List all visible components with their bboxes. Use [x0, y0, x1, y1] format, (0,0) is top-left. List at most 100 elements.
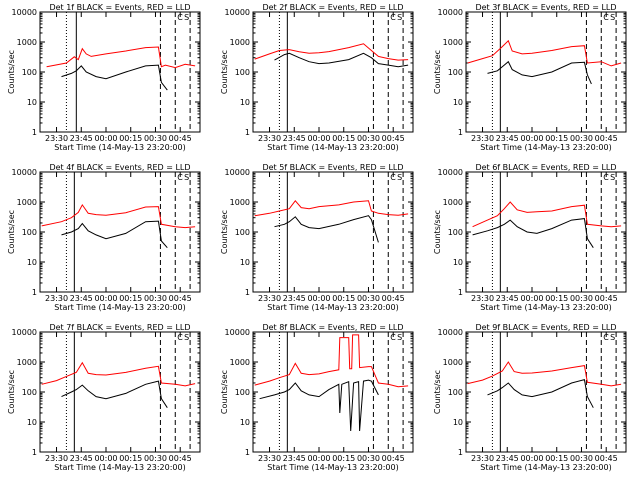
- plot-frame: [465, 11, 627, 133]
- series-line: [467, 39, 622, 67]
- x-tick-label: 23:45: [283, 454, 306, 463]
- y-tick-label: 1000: [17, 198, 37, 207]
- y-axis-label: Counts/sec: [220, 210, 229, 254]
- x-tick-label: 23:45: [70, 454, 93, 463]
- y-tick-label: 100: [22, 68, 37, 77]
- plot-frame: [39, 331, 201, 453]
- x-tick-label: 00:15: [332, 294, 355, 303]
- x-tick-label: 00:45: [595, 294, 618, 303]
- x-tick-label: 00:15: [119, 294, 142, 303]
- y-tick-label: 100: [22, 228, 37, 237]
- plot-title: Det 6f BLACK = Events, RED = LLD: [475, 163, 616, 172]
- x-axis-label: Start Time (14-May-13 23:20:00): [480, 143, 611, 152]
- x-tick-label: 00:15: [119, 134, 142, 143]
- y-tick-label: 10000: [438, 168, 463, 177]
- detector-panel: Det 5f BLACK = Events, RED = LLD 1 10 100 10…: [220, 163, 414, 312]
- detector-panel: Det 7f BLACK = Events, RED = LLD 1 10 100 10…: [7, 323, 201, 472]
- x-tick-label: 00:00: [307, 294, 330, 303]
- x-axis-label: Start Time (14-May-13 23:20:00): [267, 143, 398, 152]
- y-tick-label: 10: [27, 98, 37, 107]
- y-tick-label: 1000: [230, 38, 250, 47]
- x-tick-label: 00:45: [382, 134, 405, 143]
- x-axis-label: Start Time (14-May-13 23:20:00): [267, 463, 398, 472]
- y-tick-label: 10000: [438, 8, 463, 17]
- y-tick-label: 100: [448, 68, 463, 77]
- y-tick-label: 10: [27, 258, 37, 267]
- y-tick-label: 1000: [17, 358, 37, 367]
- y-tick-label: 10000: [225, 8, 250, 17]
- series-line: [467, 361, 622, 387]
- x-axis-label: Start Time (14-May-13 23:20:00): [480, 463, 611, 472]
- y-axis-label: Counts/sec: [433, 50, 442, 94]
- y-tick-label: 1: [458, 448, 463, 457]
- x-tick-label: 23:30: [258, 454, 281, 463]
- y-tick-label: 10000: [12, 168, 37, 177]
- y-tick-label: 1: [32, 288, 37, 297]
- x-tick-label: 23:45: [496, 294, 519, 303]
- x-tick-label: 23:45: [283, 294, 306, 303]
- x-tick-label: 00:00: [520, 454, 543, 463]
- series-line: [274, 52, 409, 68]
- y-tick-label: 100: [22, 388, 37, 397]
- plot-frame: [465, 171, 627, 293]
- marker-label: S: [610, 13, 615, 22]
- y-axis-label: Counts/sec: [433, 370, 442, 414]
- y-axis-label: Counts/sec: [7, 50, 16, 94]
- series-line: [259, 379, 379, 432]
- x-tick-label: 23:30: [45, 134, 68, 143]
- marker-label: S: [184, 13, 189, 22]
- series-line: [46, 46, 196, 69]
- marker-label: S: [184, 333, 189, 342]
- y-tick-label: 1000: [443, 358, 463, 367]
- x-tick-label: 00:15: [332, 454, 355, 463]
- x-tick-label: 23:30: [471, 134, 494, 143]
- plot-frame: [39, 11, 201, 133]
- y-tick-label: 1: [245, 448, 250, 457]
- y-axis-label: Counts/sec: [7, 370, 16, 414]
- x-tick-label: 23:45: [496, 454, 519, 463]
- x-axis-label: Start Time (14-May-13 23:20:00): [54, 143, 185, 152]
- plot-title: Det 7f BLACK = Events, RED = LLD: [49, 323, 190, 332]
- y-tick-label: 10000: [12, 328, 37, 337]
- x-tick-label: 00:15: [545, 454, 568, 463]
- x-tick-label: 00:30: [570, 294, 593, 303]
- plot-frame: [252, 331, 414, 453]
- x-tick-label: 23:45: [496, 134, 519, 143]
- y-tick-label: 10: [240, 98, 250, 107]
- plot-title: Det 4f BLACK = Events, RED = LLD: [49, 163, 190, 172]
- x-tick-label: 00:00: [520, 134, 543, 143]
- plot-title: Det 1f BLACK = Events, RED = LLD: [49, 3, 190, 12]
- x-tick-label: 00:30: [144, 134, 167, 143]
- detector-panel: Det 3f BLACK = Events, RED = LLD 1 10 100 10…: [433, 3, 627, 152]
- detector-panel: Det 9f BLACK = Events, RED = LLD 1 10 100 10…: [433, 323, 627, 472]
- y-tick-label: 1: [458, 288, 463, 297]
- x-tick-label: 00:45: [595, 454, 618, 463]
- plot-frame: [252, 171, 414, 293]
- detector-panel: Det 1f BLACK = Events, RED = LLD 1 10 100 10…: [7, 3, 201, 152]
- series-line: [472, 218, 594, 248]
- x-tick-label: 00:00: [94, 134, 117, 143]
- x-tick-label: 23:45: [70, 134, 93, 143]
- series-line: [61, 220, 168, 249]
- plot-frame: [252, 11, 414, 133]
- x-tick-label: 00:45: [595, 134, 618, 143]
- x-tick-label: 00:15: [332, 134, 355, 143]
- marker-label: C: [603, 333, 609, 342]
- series-line: [487, 60, 592, 85]
- y-tick-label: 1000: [230, 198, 250, 207]
- y-tick-label: 100: [448, 388, 463, 397]
- series-line: [274, 215, 379, 243]
- y-axis-label: Counts/sec: [433, 210, 442, 254]
- marker-label: S: [397, 13, 402, 22]
- y-axis-label: Counts/sec: [220, 50, 229, 94]
- x-tick-label: 00:30: [357, 134, 380, 143]
- y-axis-label: Counts/sec: [220, 370, 229, 414]
- plot-title: Det 3f BLACK = Events, RED = LLD: [475, 3, 616, 12]
- x-tick-label: 23:45: [70, 294, 93, 303]
- x-tick-label: 00:30: [570, 134, 593, 143]
- x-tick-label: 00:00: [307, 454, 330, 463]
- series-line: [487, 378, 594, 408]
- plot-frame: [465, 331, 627, 453]
- x-tick-label: 23:30: [258, 294, 281, 303]
